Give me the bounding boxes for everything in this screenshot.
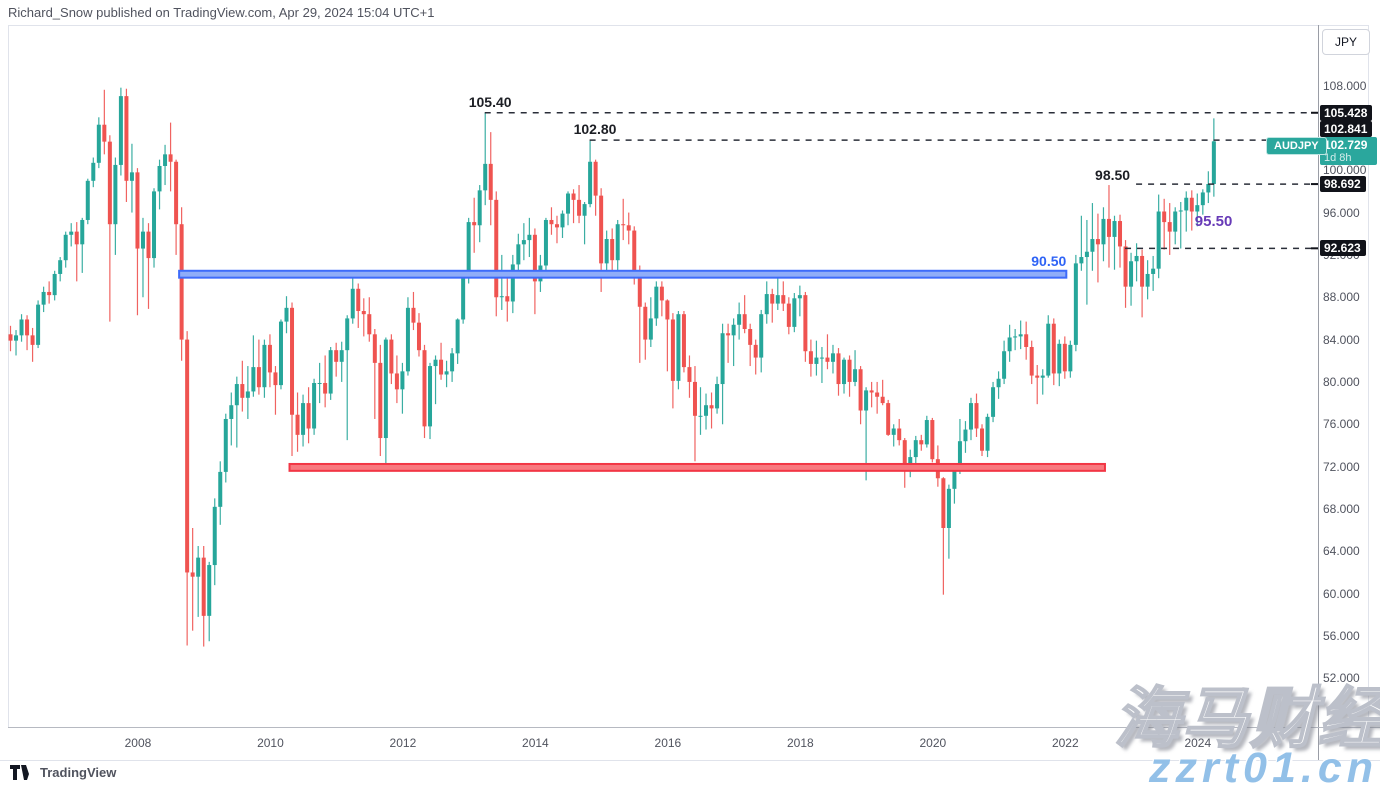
current-price-badge: 102.729 1d 8h xyxy=(1320,137,1377,165)
bar-countdown: 1d 8h xyxy=(1324,152,1352,164)
price-axis[interactable]: JPY 108.000100.00096.00092.00088.00084.0… xyxy=(1318,25,1380,727)
time-axis[interactable]: 2008 2010 2012 2014 2016 2018 2020 2022 2024 xyxy=(0,728,1380,760)
price-tick-label: 84.000 xyxy=(1323,332,1360,347)
level-axis-badge: 98.692 xyxy=(1320,176,1366,192)
support-band-red[interactable] xyxy=(288,462,1106,472)
publish-byline: Richard_Snow published on TradingView.co… xyxy=(8,5,435,20)
pane-left-border xyxy=(8,25,9,727)
price-tick-label: 72.000 xyxy=(1323,459,1360,474)
footer-border xyxy=(0,760,1380,761)
price-tick-label: 80.000 xyxy=(1323,374,1360,389)
tradingview-brand-text[interactable]: TradingView xyxy=(40,765,117,780)
price-tick-label: 64.000 xyxy=(1323,544,1360,559)
currency-button[interactable]: JPY xyxy=(1322,29,1370,55)
watermark-cjk: 海马财经 xyxy=(1113,680,1380,756)
price-tick-label: 100.000 xyxy=(1323,163,1367,178)
band-price-label: 90.50 xyxy=(1031,253,1066,269)
year-label: 2018 xyxy=(787,736,814,750)
price-tick-label: 60.000 xyxy=(1323,586,1360,601)
candlestick-series xyxy=(8,87,1216,647)
text-annotation[interactable]: 95.50 xyxy=(1195,213,1233,230)
level-axis-badge: 105.428 xyxy=(1320,105,1373,121)
year-label: 2016 xyxy=(654,736,682,750)
support-band-blue[interactable] xyxy=(178,269,1068,279)
level-price-label: 98.50 xyxy=(1095,167,1130,183)
level-price-label: 102.80 xyxy=(574,121,617,137)
year-label: 2022 xyxy=(1051,736,1079,750)
price-tick-label: 108.000 xyxy=(1323,78,1367,93)
price-axis-right-border xyxy=(1368,25,1369,727)
footer: TradingView xyxy=(10,765,116,780)
year-label: 2008 xyxy=(124,736,152,750)
price-tick-label: 56.000 xyxy=(1323,628,1360,643)
year-label: 2024 xyxy=(1184,736,1212,750)
current-price-value: 102.729 xyxy=(1324,138,1368,152)
price-tick-label: 96.000 xyxy=(1323,205,1360,220)
price-axis-border xyxy=(1318,25,1319,760)
symbol-badge: AUDJPY xyxy=(1266,137,1327,155)
time-axis-border xyxy=(8,727,1380,728)
year-label: 2010 xyxy=(257,736,284,750)
year-label: 2020 xyxy=(919,736,947,750)
price-tick-label: 76.000 xyxy=(1323,417,1360,432)
year-label: 2012 xyxy=(389,736,417,750)
price-tick-label: 52.000 xyxy=(1323,671,1360,686)
level-axis-badge: 102.841 xyxy=(1320,121,1373,137)
level-price-label: 105.40 xyxy=(469,94,512,110)
watermark-url: zzrt01.cn xyxy=(1148,744,1378,789)
pane-top-border xyxy=(8,25,1368,26)
price-tick-label: 88.000 xyxy=(1323,290,1360,305)
level-axis-badge: 92.623 xyxy=(1320,240,1366,256)
price-tick-label: 68.000 xyxy=(1323,501,1360,516)
year-label: 2014 xyxy=(522,736,549,750)
tradingview-logo-icon[interactable] xyxy=(10,765,33,780)
